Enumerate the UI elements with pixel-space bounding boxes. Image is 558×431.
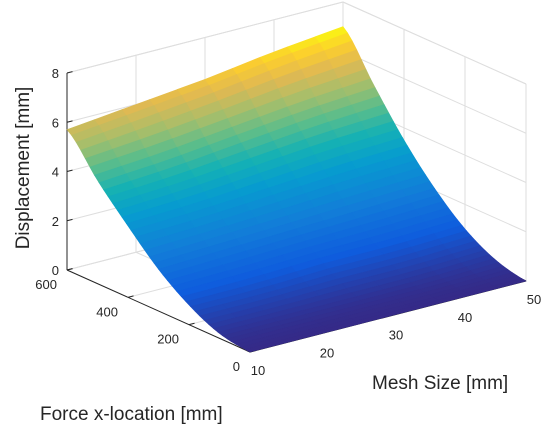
y-tick-label: 0 xyxy=(233,359,240,374)
y-tick-label: 400 xyxy=(96,304,118,319)
y-tick-mark xyxy=(127,295,134,298)
z-tick-label: 4 xyxy=(52,165,59,180)
z-axis-label: Displacement [mm] xyxy=(13,87,34,250)
y-tick-label: 200 xyxy=(157,332,179,347)
x-tick-label: 40 xyxy=(458,310,472,325)
x-axis-label: Mesh Size [mm] xyxy=(372,373,508,394)
y-axis-label: Force x-location [mm] xyxy=(40,404,223,425)
z-tick-mark xyxy=(66,268,73,271)
z-tick-label: 0 xyxy=(52,263,59,278)
x-tick-label: 50 xyxy=(527,292,541,307)
box-edge xyxy=(342,1,527,85)
z-tick-mark xyxy=(66,218,73,222)
grid-line-z-side xyxy=(342,50,527,134)
surface-patch xyxy=(493,278,527,289)
x-tick-label: 10 xyxy=(251,363,265,378)
y-axis-line xyxy=(66,269,251,353)
box-edge xyxy=(66,1,344,74)
x-tick-label: 20 xyxy=(320,345,334,360)
z-tick-mark xyxy=(66,169,73,172)
z-tick-label: 6 xyxy=(52,115,59,130)
y-tick-label: 600 xyxy=(35,277,57,292)
z-tick-label: 2 xyxy=(52,214,59,229)
z-tick-label: 8 xyxy=(52,66,59,81)
surface-plot xyxy=(66,26,527,353)
y-tick-mark xyxy=(188,322,195,326)
z-tick-mark xyxy=(66,120,73,123)
z-tick-mark xyxy=(66,71,73,74)
x-tick-label: 30 xyxy=(389,328,403,343)
